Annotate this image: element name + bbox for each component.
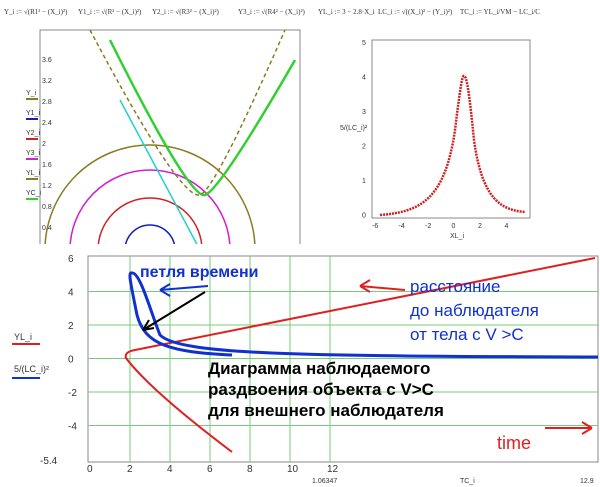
y-axis-label: YL_i — [14, 332, 32, 342]
y-tick-label: 5 — [362, 40, 366, 47]
x-tick-label: 4 — [505, 223, 509, 230]
legend-label: Y2_i — [26, 130, 40, 137]
y-tick-label: 1 — [362, 178, 366, 185]
x-tick-label: 6 — [207, 464, 213, 475]
y-tick-label: 3 — [362, 109, 366, 116]
y-tick-label: 2 — [362, 144, 366, 151]
y-tick-label: -5.4 — [40, 456, 58, 467]
annotation: для внешнего наблюдателя — [208, 401, 444, 420]
legend-label: YC_i — [26, 190, 42, 197]
annotation: Диаграмма наблюдаемого — [208, 359, 430, 378]
x-tick-label: 0 — [87, 464, 93, 475]
y-tick-label: 0 — [68, 355, 74, 366]
y-tick-label: 4 — [68, 288, 74, 299]
x-tick-label: -2 — [425, 223, 431, 230]
annotation: раздвоения объекта с V>C — [208, 380, 434, 399]
y-tick-label: 2 — [42, 141, 46, 148]
x-tick-label: 10 — [287, 464, 299, 475]
x-axis-label: TC_i — [460, 478, 475, 485]
x-tick-label: 8 — [247, 464, 253, 475]
annotation: от тела с V >C — [410, 325, 524, 344]
x-tick-label: 12 — [327, 464, 339, 475]
y-tick-label: 3.6 — [42, 57, 52, 64]
formula: TC_i := YL_i/VM − LC_i/C — [460, 8, 540, 16]
y-tick-label: 0 — [362, 213, 366, 220]
x-max-label: 12.9 — [580, 478, 594, 485]
y-tick-label: 4 — [362, 75, 366, 82]
legend-label: Y1_i — [26, 110, 40, 117]
y-tick-label: 3.2 — [42, 78, 52, 85]
formula: YL_i := 3 − 2.8·X_i — [318, 8, 375, 16]
x-min-label: 1.06347 — [312, 478, 337, 485]
x-tick-label: 4 — [167, 464, 173, 475]
plot1-curves — [44, 29, 297, 251]
y-tick-label: -4 — [68, 422, 77, 433]
y-tick-label: 2 — [68, 321, 74, 332]
y-tick-label: 2.4 — [42, 120, 52, 127]
plot1-frame — [39, 29, 301, 253]
y-tick-label: 1.2 — [42, 183, 52, 190]
y-axis-label: 5/(LC_i)² — [340, 125, 368, 132]
x-axis-label: XL_i — [450, 233, 464, 240]
y-tick-label: 2.8 — [42, 99, 52, 106]
y-tick-label: -2 — [68, 388, 77, 399]
formula: LC_i := √((X_i)² − (Y_i)²) — [378, 8, 453, 16]
y-tick-label: 0.4 — [42, 225, 52, 232]
legend-label: Y3_i — [26, 150, 40, 157]
plot3-curves — [124, 257, 599, 453]
annotation: расстояние — [410, 277, 501, 296]
x-tick-label: 2 — [127, 464, 133, 475]
y-tick-label: 6 — [68, 254, 74, 265]
formula: Y_i := √(R1² − (X_i)²) — [4, 8, 68, 16]
legend-label: YL_i — [26, 170, 40, 177]
annotation: петля времени — [140, 264, 258, 281]
arrows — [142, 279, 593, 435]
x-tick-label: 2 — [478, 223, 482, 230]
formula: Y1_i := √(R² − (X_i)²) — [78, 8, 142, 16]
plot2-curve — [379, 74, 526, 217]
y-axis-label: 5/(LC_i)² — [14, 364, 49, 374]
annotation: до наблюдателя — [410, 301, 539, 320]
formula: Y2_i := √(R3² − (X_i)²) — [152, 8, 220, 16]
annotation: time — [497, 433, 531, 453]
x-tick-label: -4 — [399, 223, 405, 230]
plot2-frame — [371, 39, 531, 219]
y-tick-label: 1.6 — [42, 162, 52, 169]
y-tick-label: 0.8 — [42, 204, 52, 211]
legend-label: Y_i — [26, 90, 37, 97]
formula: Y3_i := √(R4² − (X_i)²) — [238, 8, 306, 16]
x-tick-label: -6 — [372, 223, 378, 230]
x-tick-label: 0 — [452, 223, 456, 230]
